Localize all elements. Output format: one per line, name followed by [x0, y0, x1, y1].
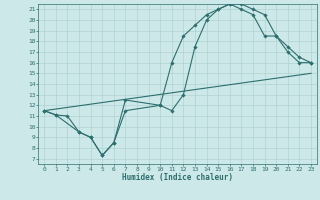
X-axis label: Humidex (Indice chaleur): Humidex (Indice chaleur) — [122, 173, 233, 182]
